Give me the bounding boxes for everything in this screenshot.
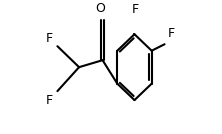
Text: O: O xyxy=(95,2,105,15)
Text: F: F xyxy=(46,32,53,45)
Text: F: F xyxy=(168,27,175,40)
Text: F: F xyxy=(46,94,53,107)
Text: F: F xyxy=(132,3,139,16)
